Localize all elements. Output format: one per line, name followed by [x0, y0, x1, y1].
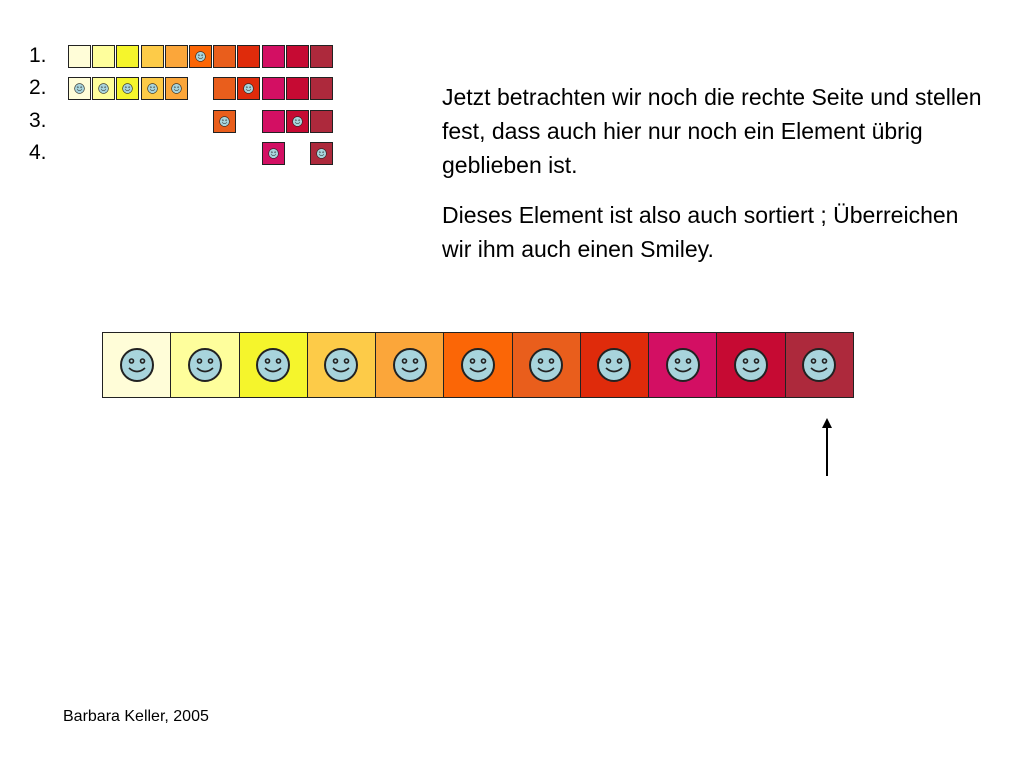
- step-cell: [237, 77, 261, 100]
- smiley-icon: [392, 348, 427, 382]
- paragraph-2: Dieses Element ist also auch sortiert ; …: [442, 202, 959, 262]
- step-cell: [310, 142, 333, 165]
- step-cell: [68, 45, 91, 68]
- step-cell: [310, 110, 333, 133]
- step-cell: [92, 77, 116, 100]
- smiley-icon: [460, 348, 495, 382]
- sorted-cell: [717, 333, 786, 397]
- sorted-cell: [239, 333, 308, 397]
- step-label: 4.: [29, 141, 47, 164]
- smiley-icon: [324, 348, 359, 382]
- step-cell: [213, 45, 237, 68]
- sorted-cell: [103, 333, 172, 397]
- step-cell: [285, 45, 309, 68]
- step-cell: [116, 77, 140, 100]
- step-cell: [140, 77, 164, 100]
- smiley-icon: [529, 348, 564, 382]
- step-cell: [310, 45, 333, 68]
- step-label: 1.: [29, 44, 47, 67]
- sorted-cell: [307, 333, 377, 397]
- sorted-cell: [580, 333, 650, 397]
- step-cell: [213, 77, 237, 100]
- sorted-cell: [376, 333, 445, 397]
- smiley-icon: [734, 348, 769, 382]
- smiley-icon: [195, 51, 206, 62]
- step-cell: [261, 110, 285, 133]
- smiley-icon: [98, 83, 109, 94]
- step-cell: [261, 142, 285, 165]
- smiley-icon: [171, 83, 182, 94]
- step-cell: [68, 77, 91, 100]
- smiley-icon: [74, 83, 85, 94]
- sorted-cell: [785, 333, 853, 397]
- step-cell: [189, 45, 212, 68]
- step-cell: [116, 45, 140, 68]
- pointer-arrow: [822, 418, 832, 476]
- sorted-cell: [649, 333, 718, 397]
- step-cell: [285, 77, 309, 100]
- step-cell: [261, 45, 285, 68]
- smiley-icon: [597, 348, 632, 382]
- sorted-cell: [171, 333, 240, 397]
- step-label: 3.: [29, 109, 47, 132]
- smiley-icon: [119, 348, 154, 382]
- smiley-icon: [122, 83, 134, 94]
- smiley-icon: [267, 148, 279, 159]
- smiley-icon: [243, 83, 255, 94]
- step-cell: [164, 77, 188, 100]
- explanation-text: Jetzt betrachten wir noch die rechte Sei…: [442, 80, 982, 266]
- final-sorted-row: [102, 332, 854, 398]
- sorted-cell: [512, 333, 581, 397]
- step-cell: [164, 45, 188, 68]
- step-label: 2.: [29, 76, 47, 99]
- sorted-cell: [444, 333, 513, 397]
- smiley-icon: [665, 348, 700, 382]
- smiley-icon: [256, 348, 291, 382]
- smiley-icon: [316, 148, 327, 159]
- step-cell: [92, 45, 116, 68]
- paragraph-1: Jetzt betrachten wir noch die rechte Sei…: [442, 84, 982, 178]
- step-cell: [310, 77, 333, 100]
- smiley-icon: [219, 116, 230, 127]
- step-cell: [140, 45, 164, 68]
- step-cell: [213, 110, 237, 133]
- footer-credit: Barbara Keller, 2005: [63, 708, 209, 725]
- step-cell: [261, 77, 285, 100]
- smiley-icon: [146, 83, 158, 94]
- smiley-icon: [292, 116, 303, 127]
- smiley-icon: [187, 348, 222, 382]
- step-cell: [237, 45, 261, 68]
- step-cell: [285, 110, 309, 133]
- smiley-icon: [802, 348, 837, 382]
